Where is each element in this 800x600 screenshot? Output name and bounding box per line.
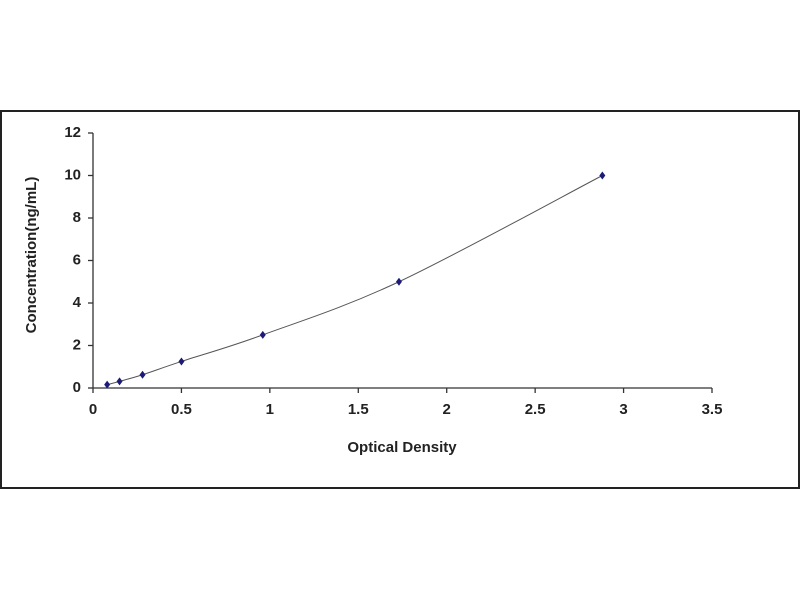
y-tick-label: 12	[64, 124, 81, 141]
data-point	[104, 380, 111, 389]
data-point	[259, 330, 266, 339]
y-tick-label: 0	[73, 379, 81, 396]
data-point	[139, 370, 146, 379]
x-tick-label: 2	[443, 401, 451, 418]
data-point	[178, 357, 185, 366]
x-axis-label: Optical Density	[347, 439, 457, 456]
data-point	[395, 277, 402, 286]
x-tick-label: 3	[619, 401, 627, 418]
x-tick-label: 1	[266, 401, 274, 418]
data-point	[599, 171, 606, 180]
data-point	[116, 377, 123, 386]
chart-frame	[0, 110, 800, 489]
y-tick-label: 8	[73, 209, 81, 226]
fit-curve	[107, 175, 603, 386]
y-axis-label: Concentration(ng/mL)	[23, 177, 40, 334]
x-tick-label: 1.5	[348, 401, 369, 418]
x-tick-label: 3.5	[702, 401, 723, 418]
y-tick-label: 4	[73, 294, 82, 311]
y-tick-label: 10	[64, 166, 81, 183]
y-tick-label: 6	[73, 251, 81, 268]
x-tick-label: 0.5	[171, 401, 192, 418]
x-tick-label: 2.5	[525, 401, 546, 418]
y-tick-label: 2	[73, 336, 81, 353]
x-tick-label: 0	[89, 401, 97, 418]
